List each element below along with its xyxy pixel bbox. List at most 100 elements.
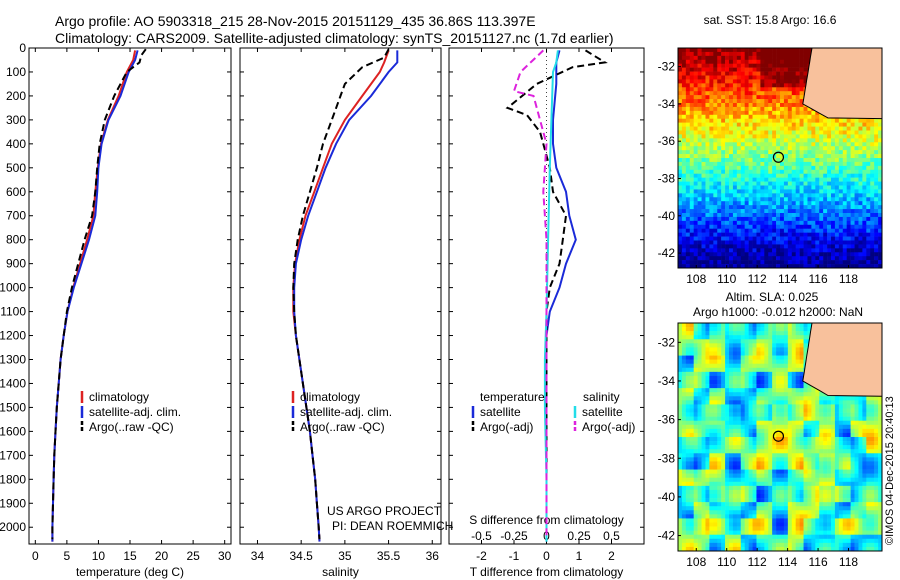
sla-cell [776,327,781,332]
sst-cell [842,248,847,253]
sst-cell [795,51,800,57]
sla-cell [862,477,867,483]
sst-cell [866,126,871,131]
sst-cell [787,48,793,53]
sst-cell [689,59,694,65]
sla-cell [807,449,812,454]
sst-cell [787,248,793,253]
sla-cell [795,327,800,332]
sst-cell [705,118,710,123]
sst-cell [760,197,765,202]
sla-cell [744,469,749,474]
sst-cell [776,209,781,214]
sst-cell [846,134,851,139]
sst-cell [736,110,742,116]
sla-cell [795,428,800,434]
sst-cell [693,201,698,206]
sla-cell [846,445,851,450]
sst-cell [850,201,855,206]
sst-cell [748,114,753,120]
sla-cell [752,457,757,462]
sst-cell [729,106,734,112]
sst-cell [866,213,871,218]
sst-cell [721,185,726,190]
sla-cell [854,416,859,422]
sla-cell [780,343,785,348]
sst-cell [709,197,714,202]
sst-cell [752,244,757,249]
sst-cell [791,232,796,237]
sla-cell [732,469,738,474]
sla-cell [878,481,882,487]
sla-cell [752,445,757,450]
sst-cell [846,130,851,135]
sst-cell [783,256,789,261]
sla-cell [858,424,863,430]
sst-cell [776,205,781,210]
sst-cell [834,240,840,245]
sst-cell [811,122,816,127]
sla-cell [752,384,757,389]
sst-cell [866,201,871,206]
sla-cell [850,424,855,430]
sst-cell [721,110,726,116]
sla-cell [772,408,777,413]
sla-cell [787,441,793,446]
sst-cell [783,126,789,131]
sst-cell [846,161,851,167]
sla-cell [681,359,687,365]
sst-cell [776,173,781,178]
sla-cell [689,465,694,470]
sst-cell [760,91,765,96]
sst-cell [866,252,871,257]
sla-cell [787,428,793,434]
sla-cell [729,359,734,365]
sst-cell [764,122,769,127]
sst-cell [764,205,769,210]
sla-cell [791,347,796,352]
sst-cell [732,197,738,202]
sla-cell [678,453,683,458]
sla-cell [732,408,738,413]
sla-cell [874,457,879,462]
sla-cell [780,339,785,344]
sla-cell [799,404,804,409]
sst-cell [838,256,844,261]
sst-cell [838,232,844,237]
sst-cell [717,201,722,206]
sst-cell [756,220,761,226]
sst-cell [862,252,867,257]
sst-cell [729,201,734,206]
sst-cell [862,134,867,139]
sst-cell [756,228,761,233]
sst-cell [717,224,722,230]
sst-cell [827,189,832,194]
sla-cell [725,343,730,348]
sst-cell [736,240,742,245]
sla-cell [776,388,781,393]
sst-cell [693,189,698,194]
sla-cell [705,445,710,450]
sla-cell [689,355,694,360]
sla-cell [756,412,761,417]
sst-cell [799,158,804,163]
sla-cell [717,477,722,483]
sla-cell [780,469,785,474]
sst-cell [685,110,691,116]
sst-cell [878,158,882,163]
sla-cell [787,461,793,466]
sla-cell [811,457,816,462]
sst-cell [768,51,773,57]
sst-cell [732,122,738,127]
sst-cell [736,252,742,257]
sst-cell [780,51,785,57]
sst-cell [803,248,808,253]
sla-cell [815,396,820,401]
sla-cell [689,323,694,328]
sla-cell [736,355,742,360]
sst-cell [819,161,824,167]
sst-cell [760,209,765,214]
sst-cell [780,110,785,116]
sla-cell [874,412,879,417]
sla-cell [783,388,789,393]
